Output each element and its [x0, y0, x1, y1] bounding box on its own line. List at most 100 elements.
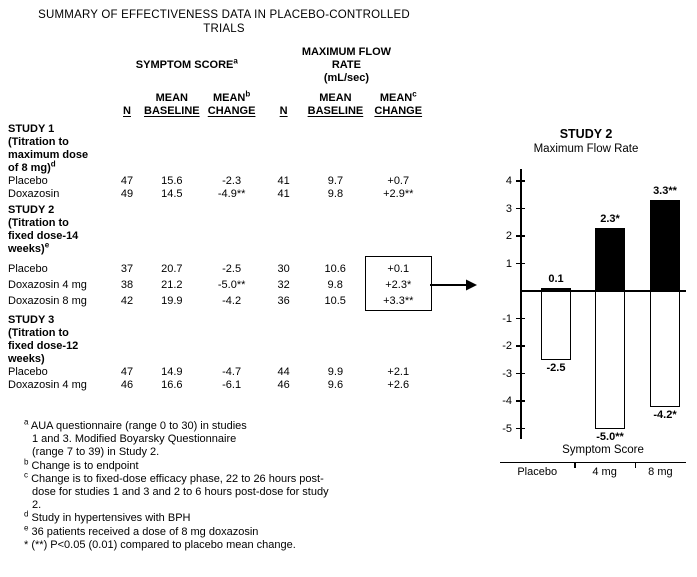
section-header-study2: STUDY 2 (Titration to fixed dose-14 week…: [6, 201, 431, 257]
y-axis-tick: [516, 400, 525, 402]
col-header-mean-baseline-maxflow: MEAN BASELINE: [307, 92, 364, 117]
cell-mf-n: 36: [277, 295, 290, 307]
footnote-marker-a: a: [233, 56, 238, 66]
bar-value-label-symptom-score-4-mg: -5.0**: [596, 431, 624, 443]
row-study2-placebo: Placebo 37 20.7 -2.5 30 10.6 +0.1: [6, 256, 432, 278]
table-column-header-row: N MEAN BASELINE MEANb CHANGE N MEAN BASELIN…: [6, 85, 431, 120]
y-axis-tick-label: 2: [505, 230, 512, 242]
cell-ss-n: 42: [120, 295, 134, 307]
cell-mf-change-boxed: +3.3**: [364, 293, 432, 311]
footnote-a: a AUA questionnaire (range 0 to 30) in s…: [24, 417, 247, 459]
bar-symptom-score-placebo: [541, 291, 571, 360]
row-label: Doxazosin 8 mg: [8, 295, 87, 307]
row-label: Doxazosin 4 mg: [8, 279, 87, 291]
cell-mf-baseline: 10.5: [324, 295, 346, 307]
cell-ss-change: -6.1: [222, 378, 242, 391]
footnote-marker-b: b: [245, 89, 251, 99]
cell-ss-change: -2.5: [222, 262, 242, 275]
cell-mf-baseline: 9.7: [327, 175, 344, 187]
row-study1-doxazosin: Doxazosin 49 14.5 -4.9** 41 9.8 +2.9**: [6, 188, 431, 201]
cell-mf-n: 30: [277, 262, 290, 275]
row-study3-placebo: Placebo 47 14.9 -4.7 44 9.9 +2.1: [6, 366, 431, 379]
y-axis-tick-label: -5: [502, 422, 512, 435]
bar-max-flow-placebo: [541, 288, 571, 291]
cell-mf-n: 41: [277, 188, 290, 200]
cell-ss-n: 37: [120, 262, 134, 275]
bar-symptom-score-8-mg: [650, 291, 680, 407]
cell-ss-baseline: 14.9: [161, 365, 183, 378]
y-axis-tick: [516, 180, 525, 182]
bar-value-label-max-flow-placebo: 0.1: [548, 273, 564, 285]
y-axis-tick-label: -1: [502, 312, 512, 325]
y-axis-tick: [516, 235, 525, 237]
cell-ss-n: 46: [120, 378, 134, 391]
y-axis-tick-label: 1: [505, 257, 512, 270]
cell-ss-baseline: 15.6: [161, 175, 183, 187]
cell-mf-change-boxed: +2.3*: [364, 277, 432, 294]
cell-mf-n: 32: [277, 279, 290, 291]
arrow-to-chart-icon: [430, 279, 477, 291]
cell-mf-change: +2.6: [387, 378, 410, 391]
row-label: Doxazosin 4 mg: [8, 378, 87, 391]
bar-max-flow-8-mg: [650, 200, 680, 291]
page-title-line2: TRIALS: [203, 23, 245, 35]
footnote-b: b Change is to endpoint: [24, 456, 139, 472]
effectiveness-table: SYMPTOM SCOREa MAXIMUM FLOW RATE (mL/sec…: [6, 40, 432, 392]
bar-value-label-symptom-score-placebo: -2.5: [546, 362, 566, 374]
x-axis-tick: [634, 463, 637, 468]
page-title-line1: SUMMARY OF EFFECTIVENESS DATA IN PLACEBO…: [38, 9, 410, 21]
cell-mf-change: +2.9**: [383, 188, 414, 200]
row-label: Placebo: [8, 175, 48, 187]
maximum-flow-rate-group-header: MAXIMUM FLOW RATE (mL/sec): [262, 40, 432, 85]
cell-ss-change: -4.2: [222, 295, 242, 307]
symptom-score-group-header: SYMPTOM SCOREa: [112, 40, 262, 85]
footnotes-block: a AUA questionnaire (range 0 to 30) in s…: [24, 417, 366, 552]
cell-ss-n: 38: [120, 279, 134, 291]
page-title: SUMMARY OF EFFECTIVENESS DATA IN PLACEBO…: [18, 8, 430, 36]
chart-x-axis: Placebo 4 mg 8 mg: [500, 462, 686, 479]
cell-ss-baseline: 20.7: [161, 262, 183, 275]
y-axis-tick-label: -4: [502, 395, 512, 407]
row-study2-doxazosin-4mg: Doxazosin 4 mg 38 21.2 -5.0** 32 9.8 +2.…: [6, 277, 432, 294]
x-tick-label-placebo: Placebo: [517, 466, 558, 478]
cell-ss-change: -4.9**: [217, 188, 246, 200]
col-header-mean-change-maxflow: MEANc CHANGE: [374, 89, 423, 117]
y-axis-tick: [516, 207, 525, 210]
cell-mf-change: +0.7: [387, 175, 410, 187]
study2-label: STUDY 2 (Titration to fixed dose-14 week…: [8, 204, 79, 255]
cell-mf-baseline: 9.8: [327, 188, 344, 200]
row-label: Placebo: [8, 262, 48, 275]
symptom-score-label: SYMPTOM SCORE: [135, 59, 234, 71]
section-header-study1: STUDY 1 (Titration to maximum dose of 8 …: [6, 120, 431, 175]
x-tick-label-8mg: 8 mg: [648, 466, 673, 478]
col-header-mean-change-symptom: MEANb CHANGE: [207, 89, 256, 117]
y-axis-tick-label: -3: [502, 367, 512, 380]
cell-ss-baseline: 19.9: [161, 295, 183, 307]
row-study3-doxazosin-4mg: Doxazosin 4 mg 46 16.6 -6.1 46 9.6 +2.6: [6, 379, 431, 392]
cell-ss-baseline: 21.2: [161, 279, 183, 291]
zero-baseline: [520, 290, 686, 292]
bar-symptom-score-4-mg: [595, 291, 625, 429]
cell-mf-baseline: 9.8: [327, 279, 343, 291]
cell-mf-baseline: 9.9: [327, 365, 344, 378]
y-axis-tick: [516, 317, 525, 320]
footnote-marker-c: c: [412, 89, 417, 99]
y-axis-tick: [516, 372, 525, 375]
symptom-score-series-label: Symptom Score: [562, 444, 644, 456]
footnote-c: c Change is to fixed-dose efficacy phase…: [24, 470, 329, 512]
row-study2-doxazosin-8mg: Doxazosin 8 mg 42 19.9 -4.2 36 10.5 +3.3…: [6, 293, 432, 311]
cell-ss-change: -4.7: [222, 365, 242, 378]
cell-ss-n: 47: [120, 175, 134, 187]
footnote-marker-d: d: [50, 159, 56, 169]
cell-mf-change-boxed: +0.1: [364, 256, 432, 278]
cell-mf-n: 41: [277, 175, 290, 187]
col-header-mean-baseline-symptom: MEAN BASELINE: [144, 92, 200, 117]
cell-ss-baseline: 16.6: [161, 378, 183, 391]
cell-ss-change: -5.0**: [217, 279, 246, 291]
chart-title: STUDY 2: [559, 127, 613, 141]
row-label: Doxazosin: [8, 188, 60, 200]
y-axis-tick-label: 4: [505, 175, 512, 187]
cell-ss-n: 49: [120, 188, 134, 200]
cell-mf-baseline: 9.6: [327, 378, 344, 391]
footnote-d: d Study in hypertensives with BPH: [24, 509, 191, 525]
